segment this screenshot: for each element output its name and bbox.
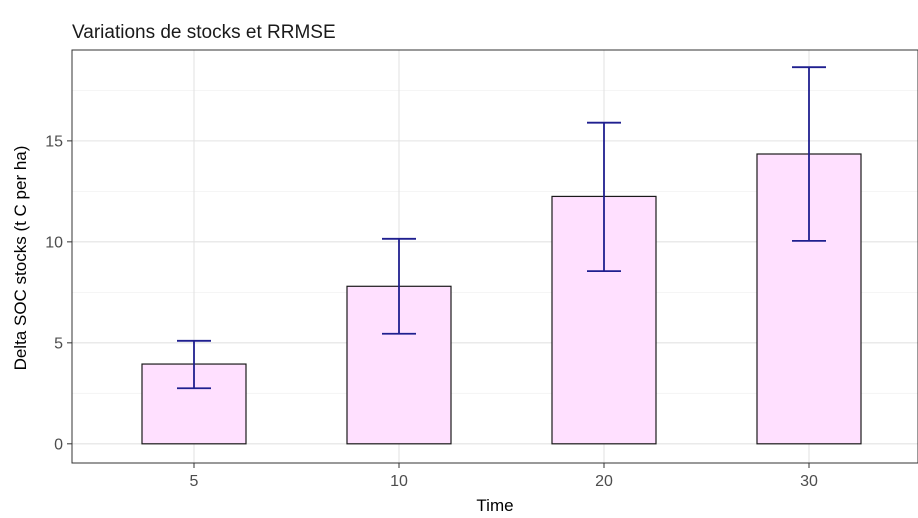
x-tick-label: 10 bbox=[390, 473, 408, 490]
y-tick-label: 5 bbox=[54, 335, 63, 352]
x-axis-label: Time bbox=[476, 496, 513, 515]
x-tick-label: 20 bbox=[595, 473, 613, 490]
error-bar-10 bbox=[382, 237, 416, 335]
x-tick-label: 30 bbox=[800, 473, 818, 490]
axis-ticks: 0 5 10 15 5 10 20 30 bbox=[45, 133, 818, 490]
y-tick-label: 0 bbox=[54, 436, 63, 453]
error-bar-20 bbox=[587, 121, 621, 273]
error-bar-5 bbox=[177, 339, 211, 390]
chart-title: Variations de stocks et RRMSE bbox=[72, 22, 336, 43]
plot-panel bbox=[71, 49, 918, 464]
error-bar-30 bbox=[792, 66, 826, 242]
bars bbox=[141, 153, 862, 445]
y-axis-label: Delta SOC stocks (t C per ha) bbox=[11, 146, 30, 371]
x-tick-label: 5 bbox=[190, 473, 199, 490]
error-bars bbox=[177, 66, 826, 390]
y-tick-label: 15 bbox=[45, 133, 63, 150]
y-tick-label: 10 bbox=[45, 234, 63, 251]
